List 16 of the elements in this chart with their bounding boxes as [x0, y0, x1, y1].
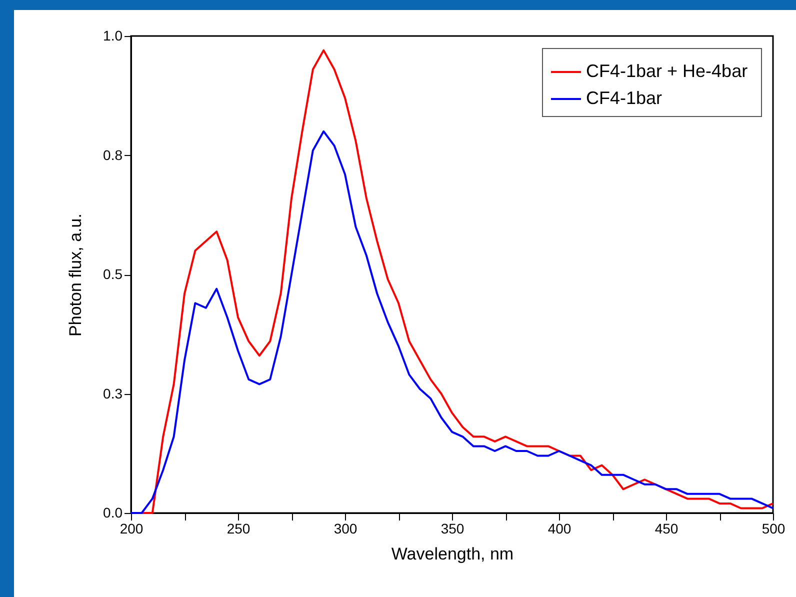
x-tick-label: 250 — [226, 520, 250, 536]
legend-label: CF4-1bar + He-4bar — [586, 61, 748, 81]
x-tick-label: 500 — [762, 520, 786, 536]
y-tick-label: 0.5 — [103, 266, 123, 282]
x-tick-label: 450 — [654, 520, 678, 536]
x-axis-title: Wavelength, nm — [391, 544, 514, 564]
legend-label: CF4-1bar — [586, 88, 662, 108]
x-tick-label: 400 — [548, 520, 572, 536]
y-tick-label: 0.0 — [103, 504, 123, 520]
y-tick-label: 0.8 — [103, 146, 123, 163]
y-tick-label: 0.3 — [103, 385, 123, 402]
y-axis-title: Photon flux, a.u. — [66, 214, 86, 336]
y-tick-label: 1.0 — [103, 28, 123, 44]
x-tick-label: 200 — [120, 520, 144, 536]
x-tick-label: 350 — [440, 520, 464, 536]
x-tick-label: 300 — [334, 520, 358, 536]
